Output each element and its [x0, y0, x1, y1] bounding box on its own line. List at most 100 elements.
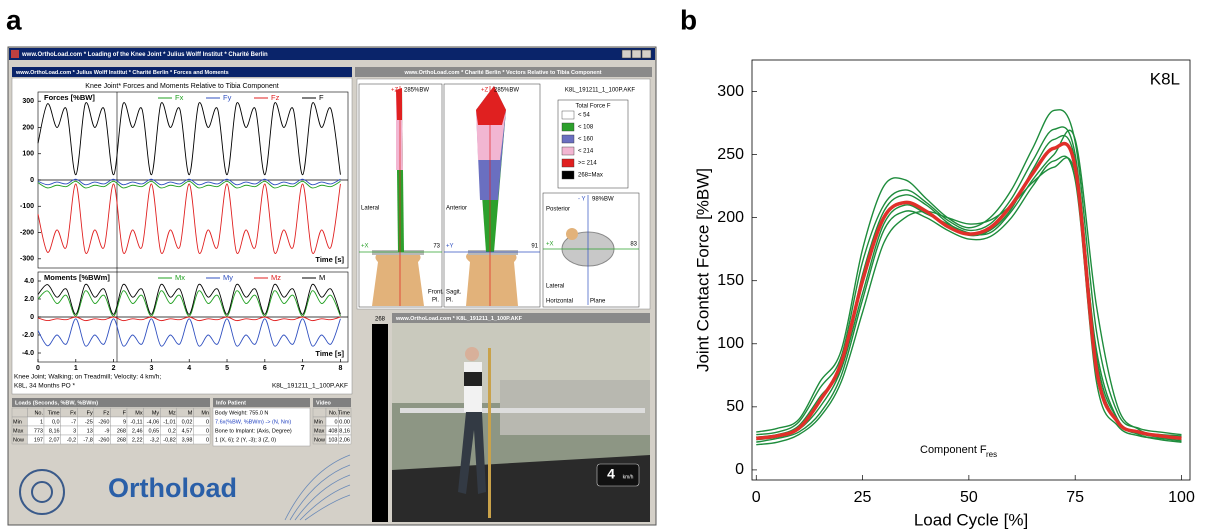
table-value: 0.00	[339, 419, 350, 425]
table-value: 9	[123, 419, 126, 425]
table-cell	[312, 407, 327, 418]
column-header: Fy	[87, 410, 93, 416]
legend-item: >= 214	[578, 161, 597, 167]
series-line	[37, 283, 341, 315]
y-tick-label: -200	[20, 229, 34, 236]
chart-title: Forces [%BW]	[44, 93, 95, 102]
column-header: Time	[338, 410, 350, 416]
legend-swatch	[561, 146, 575, 156]
table-value: 0,2	[168, 428, 176, 434]
minimize-button[interactable]	[621, 49, 632, 59]
axis-label: +X	[361, 244, 369, 250]
legend-title: Total Force F	[575, 104, 610, 110]
legend-swatch	[561, 110, 575, 120]
legend-swatch	[561, 122, 575, 132]
x-tick-label: 50	[960, 489, 978, 506]
x-tick-label: 4	[187, 365, 191, 372]
y-tick-label: 250	[717, 146, 744, 163]
x-axis-label: Time [s]	[315, 349, 344, 358]
table-value: 4,57	[182, 428, 193, 434]
y-tick-label: -2.0	[22, 332, 34, 339]
speed: 4	[607, 466, 615, 482]
annotation: K8L	[1150, 69, 1180, 88]
angle-value: 83	[630, 242, 637, 248]
series-line	[756, 157, 1182, 446]
legend-label: My	[223, 273, 233, 282]
y-tick-label: 100	[22, 151, 34, 158]
table-value: -1,01	[163, 419, 176, 425]
table-cell	[11, 407, 28, 418]
treadmill	[392, 455, 650, 522]
series-line	[37, 180, 341, 189]
y-tick-label: -4.0	[22, 350, 34, 357]
logo-mark	[19, 469, 65, 515]
plane-label: Front.	[428, 290, 444, 296]
table-value: 3,98	[182, 437, 193, 443]
legend-item: < 160	[578, 137, 594, 143]
angle-value: 91	[531, 244, 538, 250]
series-line	[37, 316, 341, 322]
x-tick-label: 1	[74, 365, 78, 372]
panel-header	[392, 313, 650, 323]
x-tick-label: 0	[36, 365, 40, 372]
table-value: -0,11	[130, 419, 142, 425]
chart-title: Moments [%BWm]	[44, 273, 110, 282]
column-header: M	[188, 410, 193, 416]
person-head	[465, 347, 479, 361]
table-value: 13	[87, 428, 93, 434]
series-line	[756, 155, 1182, 443]
axis-label: +Z	[391, 88, 399, 94]
close-button[interactable]	[641, 49, 652, 59]
row-label: Min	[13, 419, 22, 425]
x-tick-label: 100	[1168, 489, 1195, 506]
table-value: 1	[40, 419, 43, 425]
maximize-button[interactable]	[631, 49, 642, 59]
legend-label: Mx	[175, 273, 185, 282]
column-header: No.	[329, 410, 338, 416]
series-line	[756, 109, 1182, 436]
panel-header	[12, 67, 352, 77]
side-label: Posterior	[546, 207, 570, 213]
series-line	[37, 318, 341, 347]
table-cell	[338, 434, 352, 445]
y-tick-label: 4.0	[24, 278, 34, 285]
legend-item: < 108	[578, 125, 594, 131]
x-axis-label: Load Cycle [%]	[914, 510, 1028, 529]
plane-label: Sagit.	[446, 290, 462, 296]
table-value: -0,2	[67, 437, 76, 443]
plane-box	[542, 192, 640, 308]
row-label: Min	[314, 419, 323, 425]
y-tick-label: 0	[30, 177, 34, 184]
table-value: -260	[98, 437, 109, 443]
column-header: Fz	[103, 410, 109, 416]
row-label: Now	[314, 437, 325, 443]
panel-header-text: www.OrthoLoad.com * Julius Wolff Institu…	[15, 70, 229, 76]
speed-unit: km/h	[623, 474, 634, 480]
logo-mark	[31, 481, 53, 503]
y-tick-label: 2.0	[24, 296, 34, 303]
series-line	[37, 178, 341, 186]
column-header: Time	[48, 410, 60, 416]
force-label: 98%BW	[592, 197, 614, 203]
series-line	[37, 183, 341, 254]
y-tick-label: 150	[717, 272, 744, 289]
plane-label: Horizontal	[546, 299, 573, 305]
x-tick-label: 0	[752, 489, 761, 506]
chart-title: Knee Joint* Forces and Moments Relative …	[85, 83, 278, 90]
table-value: -25	[85, 419, 93, 425]
legend-label: Mz	[271, 273, 281, 282]
series-line	[37, 102, 341, 176]
panel-header-text: www.OrthoLoad.com * K8L_191211_1_100P.AK…	[395, 316, 523, 322]
series-line	[37, 290, 341, 317]
legend-label: Fx	[175, 93, 184, 102]
table-header	[213, 398, 310, 407]
table-value: 2,22	[132, 437, 143, 443]
file-name: K8L_191211_1_100P.AKF	[272, 383, 348, 390]
info-box	[212, 407, 311, 447]
table-header	[12, 398, 210, 407]
side-label: Lateral	[546, 284, 564, 290]
plane-label: Pl.	[432, 298, 439, 304]
info-line: Bone to Implant: (Axis, Degree)	[215, 428, 292, 434]
table-value: 8,16	[49, 428, 60, 434]
window-title: www.OrthoLoad.com * Loading of the Knee …	[21, 52, 268, 58]
